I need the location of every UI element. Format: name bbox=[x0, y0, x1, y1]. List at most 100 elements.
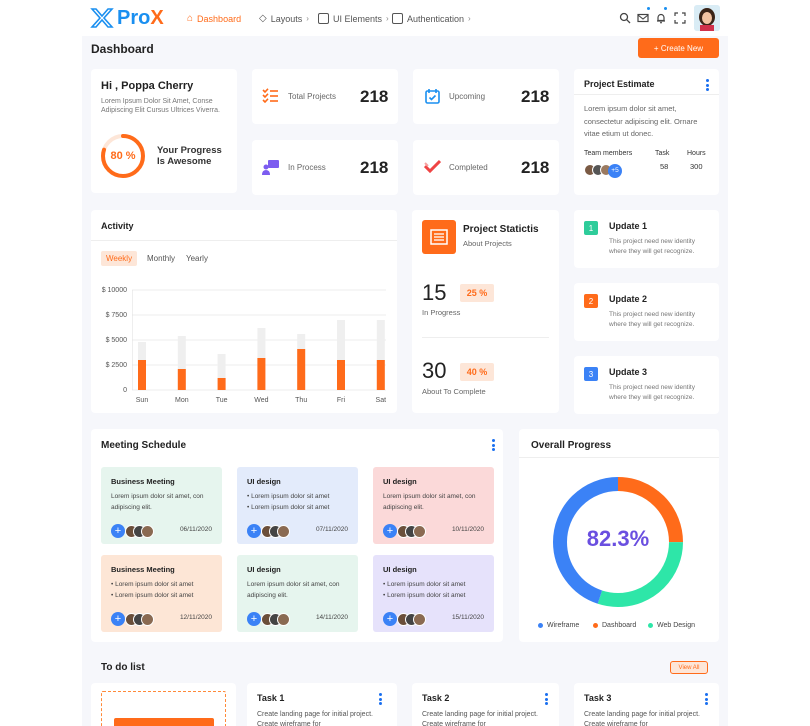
more-vertical-icon[interactable] bbox=[705, 693, 708, 705]
update-desc: This project need new identity where the… bbox=[609, 384, 695, 401]
stat-card-in-process[interactable]: In Process 218 bbox=[252, 140, 398, 195]
meeting-card-line: • Lorem ipsum dolor sit amet bbox=[383, 592, 466, 599]
overall-title: Overall Progress bbox=[531, 440, 612, 451]
divider bbox=[91, 240, 397, 241]
nav-layouts[interactable]: ◇ Layouts › bbox=[259, 13, 309, 24]
app: ProX ⌂ Dashboard ◇ Layouts › UI Elements… bbox=[82, 0, 728, 726]
bell-icon[interactable] bbox=[655, 12, 667, 24]
add-attendee-button[interactable]: + bbox=[383, 524, 397, 538]
top-bar: ProX ⌂ Dashboard ◇ Layouts › UI Elements… bbox=[82, 0, 728, 36]
user-avatar[interactable] bbox=[694, 5, 720, 31]
legend-label: Web Design bbox=[657, 622, 696, 629]
update-desc: This project need new identity where the… bbox=[609, 238, 695, 255]
add-attendee-button[interactable]: + bbox=[247, 524, 261, 538]
bar-value bbox=[337, 360, 345, 390]
meeting-date: 10/11/2020 bbox=[451, 526, 484, 533]
logo-icon bbox=[90, 8, 114, 28]
meeting-card-title: Business Meeting bbox=[111, 477, 175, 486]
tab-monthly[interactable]: Monthly bbox=[147, 254, 176, 263]
meeting-card[interactable]: Business Meeting • Lorem ipsum dolor sit … bbox=[101, 555, 222, 632]
meeting-card-line: Lorem ipsum dolor sit amet, con adipisci… bbox=[383, 493, 476, 511]
more-vertical-icon[interactable] bbox=[492, 439, 495, 451]
nav-ui-elements-label: UI Elements bbox=[333, 13, 383, 24]
add-task-button[interactable] bbox=[114, 718, 214, 726]
more-members-badge[interactable]: +5 bbox=[608, 164, 622, 178]
meeting-card-line: • Lorem ipsum dolor sit amet bbox=[383, 581, 466, 588]
bar-background bbox=[177, 336, 186, 390]
more-vertical-icon[interactable] bbox=[545, 693, 548, 705]
legend-dot bbox=[648, 623, 653, 628]
add-attendee-button[interactable]: + bbox=[383, 612, 397, 626]
add-task-card[interactable] bbox=[91, 683, 236, 726]
view-all-button[interactable]: View All bbox=[670, 661, 708, 674]
meeting-card-body: Lorem ipsum dolor sit amet, con adipisci… bbox=[383, 491, 493, 513]
divider bbox=[574, 94, 719, 95]
x-tick-label: Fri bbox=[336, 397, 346, 404]
meeting-card-line: Lorem ipsum dolor sit amet, con adipisci… bbox=[111, 493, 204, 511]
logo[interactable]: ProX bbox=[90, 6, 164, 30]
tab-weekly[interactable]: Weekly bbox=[101, 251, 138, 266]
meeting-card-body: Lorem ipsum dolor sit amet, con adipisci… bbox=[111, 491, 221, 513]
meeting-date: 15/11/2020 bbox=[451, 614, 484, 621]
meeting-card-line: • Lorem ipsum dolor sit amet bbox=[247, 493, 330, 500]
create-new-button[interactable]: + Create New bbox=[638, 38, 719, 58]
meeting-card-title: UI design bbox=[247, 565, 281, 574]
hours-value: 300 bbox=[690, 162, 703, 171]
nav-dashboard[interactable]: ⌂ Dashboard bbox=[187, 13, 241, 24]
tab-yearly[interactable]: Yearly bbox=[186, 254, 208, 263]
stat-card-completed[interactable]: Completed 218 bbox=[413, 140, 559, 195]
legend-label: Wireframe bbox=[547, 622, 580, 629]
stat-card-total-projects[interactable]: Total Projects 218 bbox=[252, 69, 398, 124]
stat-value: 218 bbox=[521, 87, 550, 106]
meeting-date: 12/11/2020 bbox=[179, 614, 212, 621]
activity-title: Activity bbox=[101, 221, 134, 231]
task-card-1[interactable]: Task 1 Create landing page for initial p… bbox=[247, 683, 397, 726]
update-card-3: 3 Update 3 This project need new identit… bbox=[574, 356, 719, 414]
meeting-card[interactable]: UI design Lorem ipsum dolor sit amet, con… bbox=[373, 467, 494, 544]
stat-label: Total Projects bbox=[288, 92, 337, 101]
donut-segment bbox=[553, 477, 683, 607]
legend-dashboard: Dashboard bbox=[593, 622, 636, 629]
search-icon[interactable] bbox=[619, 12, 631, 24]
task-card-3[interactable]: Task 3 Create landing page for initial p… bbox=[574, 683, 719, 726]
fullscreen-icon[interactable] bbox=[674, 12, 686, 24]
update-card-2: 2 Update 2 This project need new identit… bbox=[574, 283, 719, 341]
update-title: Update 1 bbox=[609, 221, 648, 231]
stat-card-upcoming[interactable]: Upcoming 218 bbox=[413, 69, 559, 124]
calendar-icon bbox=[425, 89, 440, 104]
add-attendee-button[interactable]: + bbox=[111, 524, 125, 538]
estimate-desc: Lorem ipsum dolor sit amet, consectetur … bbox=[584, 104, 698, 138]
meeting-card-line: • Lorem ipsum dolor sit amet bbox=[111, 581, 194, 588]
nav-ui-elements[interactable]: UI Elements › bbox=[318, 13, 389, 24]
add-task-dropzone[interactable] bbox=[101, 691, 226, 726]
chevron-right-icon: › bbox=[468, 14, 471, 23]
attendee-avatar bbox=[277, 525, 290, 538]
stat-label: Completed bbox=[449, 163, 488, 172]
welcome-card: Hi , Poppa Cherry Lorem Ipsum Dolor Sit … bbox=[91, 69, 237, 193]
team-members-label: Team members bbox=[584, 150, 633, 157]
in-progress-value: 15 bbox=[422, 280, 447, 305]
mail-icon[interactable] bbox=[637, 12, 649, 24]
project-statistics-card: Project Statictis About Projects 15 25 %… bbox=[412, 210, 559, 413]
statistics-title: Project Statictis bbox=[463, 224, 539, 235]
list-check-icon bbox=[262, 88, 278, 103]
more-vertical-icon[interactable] bbox=[706, 79, 709, 91]
add-attendee-button[interactable]: + bbox=[247, 612, 261, 626]
attendee-avatar bbox=[413, 525, 426, 538]
update-card-1: 1 Update 1 This project need new identit… bbox=[574, 210, 719, 268]
y-tick-label: $ 2500 bbox=[105, 362, 127, 369]
meeting-date: 14/11/2020 bbox=[315, 614, 348, 621]
meeting-card[interactable]: Business Meeting Lorem ipsum dolor sit am… bbox=[101, 467, 222, 544]
attendee-avatar bbox=[413, 613, 426, 626]
legend-wireframe: Wireframe bbox=[538, 622, 579, 629]
add-attendee-button[interactable]: + bbox=[111, 612, 125, 626]
more-vertical-icon[interactable] bbox=[379, 693, 382, 705]
meeting-card[interactable]: UI design • Lorem ipsum dolor sit amet • L… bbox=[237, 467, 358, 544]
meeting-card[interactable]: UI design Lorem ipsum dolor sit amet, con… bbox=[237, 555, 358, 632]
legend-dot bbox=[538, 623, 543, 628]
task-card-2[interactable]: Task 2 Create landing page for initial p… bbox=[412, 683, 559, 726]
update-title: Update 2 bbox=[609, 294, 648, 304]
nav-authentication[interactable]: Authentication › bbox=[392, 13, 471, 24]
meeting-date: 06/11/2020 bbox=[179, 526, 212, 533]
meeting-card[interactable]: UI design • Lorem ipsum dolor sit amet • L… bbox=[373, 555, 494, 632]
